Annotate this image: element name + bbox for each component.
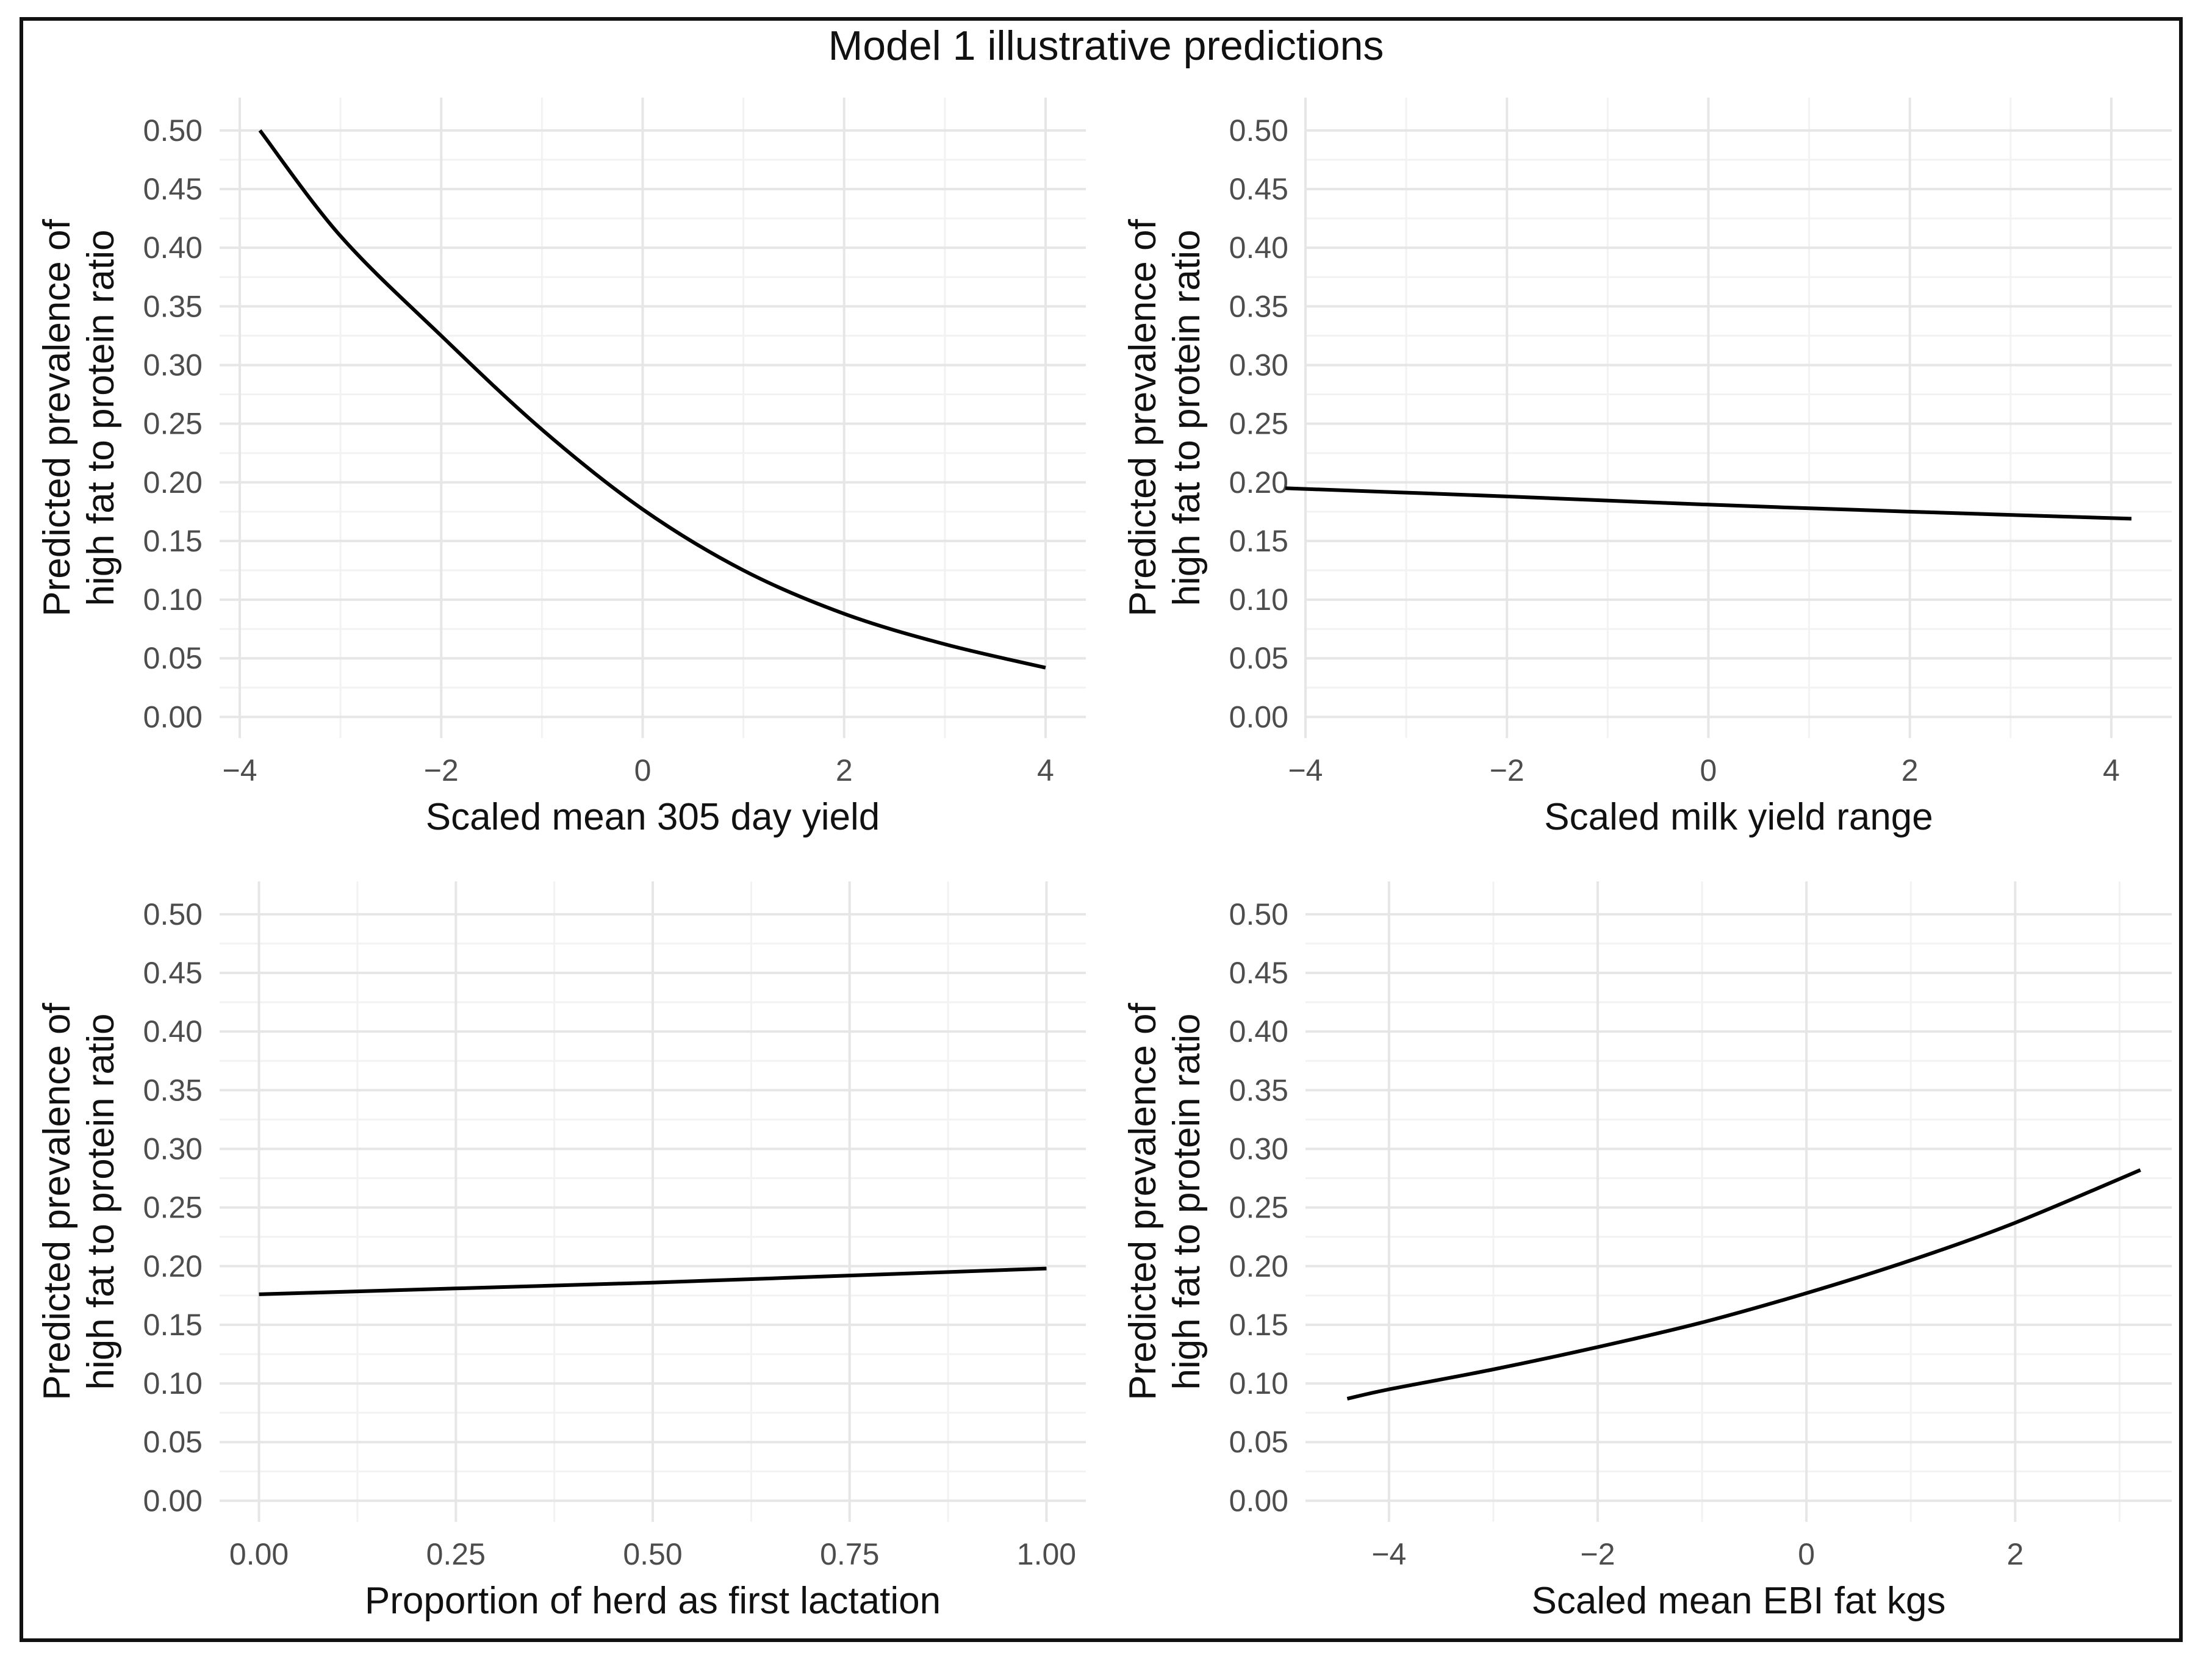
x-tick-label: 4 [2103, 753, 2120, 787]
y-axis-label: Predicted prevalence ofhigh fat to prote… [36, 219, 122, 617]
y-tick-label: 0.25 [1229, 407, 1288, 441]
y-tick-label: 0.50 [143, 113, 203, 148]
x-tick-label: 1.00 [1017, 1537, 1076, 1571]
chart-panel-1: −4 −2 0 2 4 0.00 0.05 0.10 0.15 0.20 0.25 0.30 0.35 0… [36, 98, 1086, 838]
x-tick-label: 0.25 [426, 1537, 486, 1571]
x-tick-label: −4 [1371, 1537, 1406, 1571]
y-tick-label: 0.40 [143, 1014, 203, 1049]
y-tick-label: 0.00 [143, 700, 203, 734]
y-tick-label: 0.45 [1229, 956, 1288, 990]
series-line-prediction [1346, 1168, 2141, 1401]
x-tick-label: −2 [424, 753, 459, 787]
y-tick-label: 0.05 [143, 1425, 203, 1459]
x-tick-label: −2 [1581, 1537, 1615, 1571]
y-tick-label: 0.30 [143, 348, 203, 382]
y-axis-label: Predicted prevalence ofhigh fat to prote… [36, 1003, 122, 1400]
y-tick-label: 0.45 [143, 956, 203, 990]
y-tick-label: 0.35 [143, 1073, 203, 1107]
y-axis-label-line: Predicted prevalence of [1122, 219, 1164, 617]
y-axis-label: Predicted prevalence ofhigh fat to prote… [1122, 219, 1208, 617]
x-tick-label: 4 [1037, 753, 1054, 787]
y-tick-label: 0.10 [143, 583, 203, 617]
y-tick-label: 0.50 [1229, 113, 1288, 148]
x-axis-label: Proportion of herd as first lactation [365, 1580, 941, 1622]
y-tick-label: 0.45 [1229, 172, 1288, 206]
y-axis-label-line: high fat to protein ratio [1166, 230, 1208, 606]
y-axis-label-line: Predicted prevalence of [36, 219, 78, 617]
y-tick-label: 0.30 [143, 1131, 203, 1166]
y-tick-label: 0.30 [1229, 1131, 1288, 1166]
chart-panel-4: −4 −2 0 2 0.00 0.05 0.10 0.15 0.20 0.25 0.30 0.35 0.… [1122, 881, 2172, 1622]
x-axis-label: Scaled milk yield range [1544, 796, 1933, 838]
series-line-prediction [259, 1266, 1047, 1296]
y-axis-label-line: Predicted prevalence of [36, 1003, 78, 1400]
x-tick-label: 2 [836, 753, 853, 787]
y-tick-label: 0.30 [1229, 348, 1288, 382]
chart-panel-3: 0.00 0.25 0.50 0.75 1.00 0.00 0.05 0.10 0.15 0.20… [36, 881, 1086, 1622]
figure-border [20, 17, 2183, 1642]
y-tick-label: 0.35 [1229, 1073, 1288, 1107]
y-axis-label-line: high fat to protein ratio [80, 1014, 122, 1390]
y-tick-label: 0.05 [1229, 641, 1288, 675]
x-tick-label: −2 [1490, 753, 1524, 787]
y-tick-label: 0.15 [143, 1308, 203, 1342]
y-tick-label: 0.35 [143, 289, 203, 323]
y-tick-label: 0.40 [143, 231, 203, 265]
y-tick-label: 0.50 [143, 897, 203, 931]
y-tick-label: 0.20 [143, 1249, 203, 1283]
y-tick-label: 0.00 [143, 1483, 203, 1518]
x-tick-label: 0.75 [820, 1537, 879, 1571]
chart-panel-2: −4 −2 0 2 4 0.00 0.05 0.10 0.15 0.20 0.25 0.30 0.35 0… [1122, 98, 2172, 838]
y-tick-label: 0.50 [1229, 897, 1288, 931]
y-tick-label: 0.25 [143, 407, 203, 441]
y-tick-label: 0.40 [1229, 1014, 1288, 1049]
series-line-prediction [1285, 486, 2132, 521]
y-tick-label: 0.05 [143, 641, 203, 675]
x-axis-label: Scaled mean EBI fat kgs [1532, 1580, 1946, 1622]
x-tick-label: 0 [1700, 753, 1717, 787]
x-tick-label: −4 [1288, 753, 1323, 787]
y-tick-label: 0.45 [143, 172, 203, 206]
x-tick-label: 0.50 [623, 1537, 682, 1571]
y-axis-label-line: Predicted prevalence of [1122, 1003, 1164, 1400]
y-tick-label: 0.00 [1229, 700, 1288, 734]
x-axis-label: Scaled mean 305 day yield [426, 796, 880, 838]
x-tick-label: 0 [1798, 1537, 1815, 1571]
x-tick-label: 0 [634, 753, 652, 787]
y-tick-label: 0.10 [1229, 583, 1288, 617]
y-axis-label-line: high fat to protein ratio [80, 230, 122, 606]
y-tick-label: 0.25 [143, 1191, 203, 1225]
figure-title: Model 1 illustrative predictions [828, 23, 1384, 69]
y-tick-label: 0.15 [1229, 1308, 1288, 1342]
y-axis-label-line: high fat to protein ratio [1166, 1014, 1208, 1390]
y-tick-label: 0.10 [143, 1366, 203, 1400]
x-tick-label: 2 [2006, 1537, 2023, 1571]
y-axis-label: Predicted prevalence ofhigh fat to prote… [1122, 1003, 1208, 1400]
series-line-prediction [258, 129, 1046, 670]
y-tick-label: 0.20 [1229, 465, 1288, 500]
x-tick-label: 2 [1901, 753, 1919, 787]
y-tick-label: 0.20 [1229, 1249, 1288, 1283]
y-tick-label: 0.40 [1229, 231, 1288, 265]
y-tick-label: 0.00 [1229, 1483, 1288, 1518]
x-tick-label: −4 [223, 753, 257, 787]
y-tick-label: 0.15 [1229, 524, 1288, 558]
x-tick-label: 0.00 [229, 1537, 289, 1571]
y-tick-label: 0.35 [1229, 289, 1288, 323]
y-tick-label: 0.05 [1229, 1425, 1288, 1459]
y-tick-label: 0.25 [1229, 1191, 1288, 1225]
y-tick-label: 0.10 [1229, 1366, 1288, 1400]
y-tick-label: 0.15 [143, 524, 203, 558]
y-tick-label: 0.20 [143, 465, 203, 500]
